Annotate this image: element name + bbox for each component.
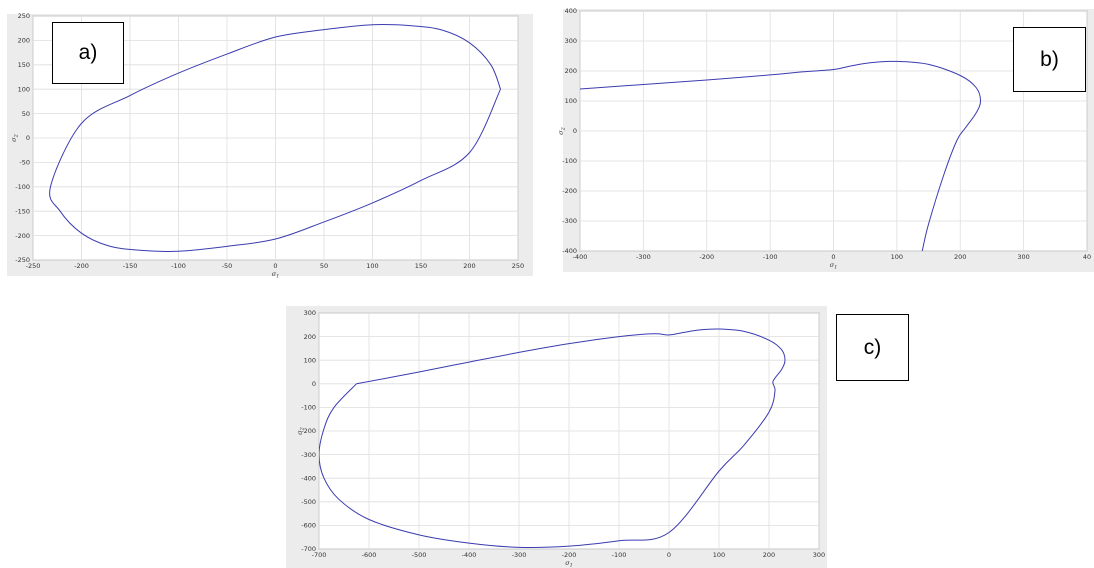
x-tick-label: -300	[512, 551, 527, 559]
x-tick-label: 40	[1083, 253, 1091, 261]
chart-panel-c: -700 -600 -500 -400 -300 -200 -100 0 100 200 300 -7…	[286, 306, 827, 568]
x-tick-label: 100	[713, 551, 725, 559]
x-tick-label: -200	[562, 551, 577, 559]
x-axis-label: σ1	[565, 559, 573, 568]
y-tick-label: 50	[22, 110, 30, 118]
y-tick-label: -150	[15, 207, 30, 215]
y-tick-label: -700	[301, 545, 316, 553]
x-axis-label: σ1	[272, 270, 280, 280]
x-tick-label: 200	[954, 253, 966, 261]
y-tick-label: 150	[18, 61, 30, 69]
y-tick-label: 200	[18, 37, 30, 45]
y-tick-label: 0	[26, 134, 30, 142]
y-tick-label: -100	[15, 183, 30, 191]
series-curve-b	[580, 60, 982, 251]
y-tick-label: 300	[304, 309, 316, 317]
panel-label-c: c)	[836, 314, 909, 381]
x-tick-label: 0	[831, 253, 835, 261]
x-tick-label: 200	[463, 262, 475, 270]
x-tick-label: 0	[667, 551, 671, 559]
x-tick-label: -400	[573, 253, 588, 261]
y-tick-label: 400	[565, 7, 577, 15]
x-tick-label: -100	[171, 262, 186, 270]
y-tick-label: -200	[15, 232, 30, 240]
chart-panel-b: -400 -300 -200 -100 0 100 200 300 40 -400 -300 -200…	[557, 7, 1094, 272]
x-tick-label: 150	[415, 262, 427, 270]
panel-label-b: b)	[1013, 27, 1086, 92]
y-tick-label: 0	[312, 380, 316, 388]
x-tick-label: -600	[362, 551, 377, 559]
y-tick-label: -250	[15, 256, 30, 264]
y-tick-label: -300	[562, 217, 577, 225]
y-tick-label: -200	[562, 187, 577, 195]
x-tick-label: -200	[699, 253, 714, 261]
y-tick-label: -50	[19, 159, 30, 167]
y-tick-label: 100	[565, 97, 577, 105]
x-tick-label: 300	[1017, 253, 1029, 261]
y-tick-label: 100	[304, 356, 316, 364]
y-axis-label: σ2	[296, 427, 306, 435]
chart-svg-b: -400 -300 -200 -100 0 100 200 300 40 -400 -300 -200…	[557, 7, 1091, 271]
x-tick-label: -300	[636, 253, 651, 261]
y-tick-label: 0	[573, 127, 577, 135]
y-tick-label: 250	[18, 12, 30, 20]
y-tick-label: -200	[301, 427, 316, 435]
series-curve-a	[49, 24, 502, 252]
y-axis-label: σ2	[557, 127, 567, 135]
y-tick-label: -500	[301, 498, 316, 506]
y-tick-label: -600	[301, 522, 316, 530]
x-tick-label: 300	[813, 551, 825, 559]
series-curve-c	[319, 328, 786, 549]
x-tick-label: 0	[273, 262, 277, 270]
y-tick-label: 100	[18, 85, 30, 93]
x-tick-label: -100	[612, 551, 627, 559]
y-tick-label: 200	[565, 67, 577, 75]
y-tick-label: -100	[562, 157, 577, 165]
y-tick-label: -400	[301, 474, 316, 482]
panel-label-a: a)	[52, 22, 124, 84]
x-tick-label: -100	[763, 253, 778, 261]
x-tick-label: 50	[320, 262, 328, 270]
y-axis-label: σ2	[10, 134, 20, 142]
y-tick-label: 300	[565, 37, 577, 45]
x-tick-label: 100	[366, 262, 378, 270]
y-tick-label: -100	[301, 404, 316, 412]
chart-svg-c: -700 -600 -500 -400 -300 -200 -100 0 100 200 300 -7…	[296, 309, 825, 568]
x-tick-label: -700	[312, 551, 327, 559]
x-tick-label: -400	[462, 551, 477, 559]
x-tick-label: -150	[123, 262, 138, 270]
x-tick-label: 200	[763, 551, 775, 559]
x-tick-label: -200	[74, 262, 89, 270]
y-tick-label: 200	[304, 333, 316, 341]
chart-panel-a: -250 -200 -150 -100 -50 0 50 100 150 200 250 -250 -2…	[7, 12, 533, 280]
x-tick-label: 100	[891, 253, 903, 261]
y-tick-label: -300	[301, 451, 316, 459]
x-tick-label: -250	[26, 262, 41, 270]
x-tick-label: -500	[412, 551, 427, 559]
x-tick-label: 250	[512, 262, 524, 270]
y-tick-label: -400	[562, 247, 577, 255]
x-axis-label: σ1	[830, 261, 838, 271]
x-tick-label: -50	[222, 262, 233, 270]
